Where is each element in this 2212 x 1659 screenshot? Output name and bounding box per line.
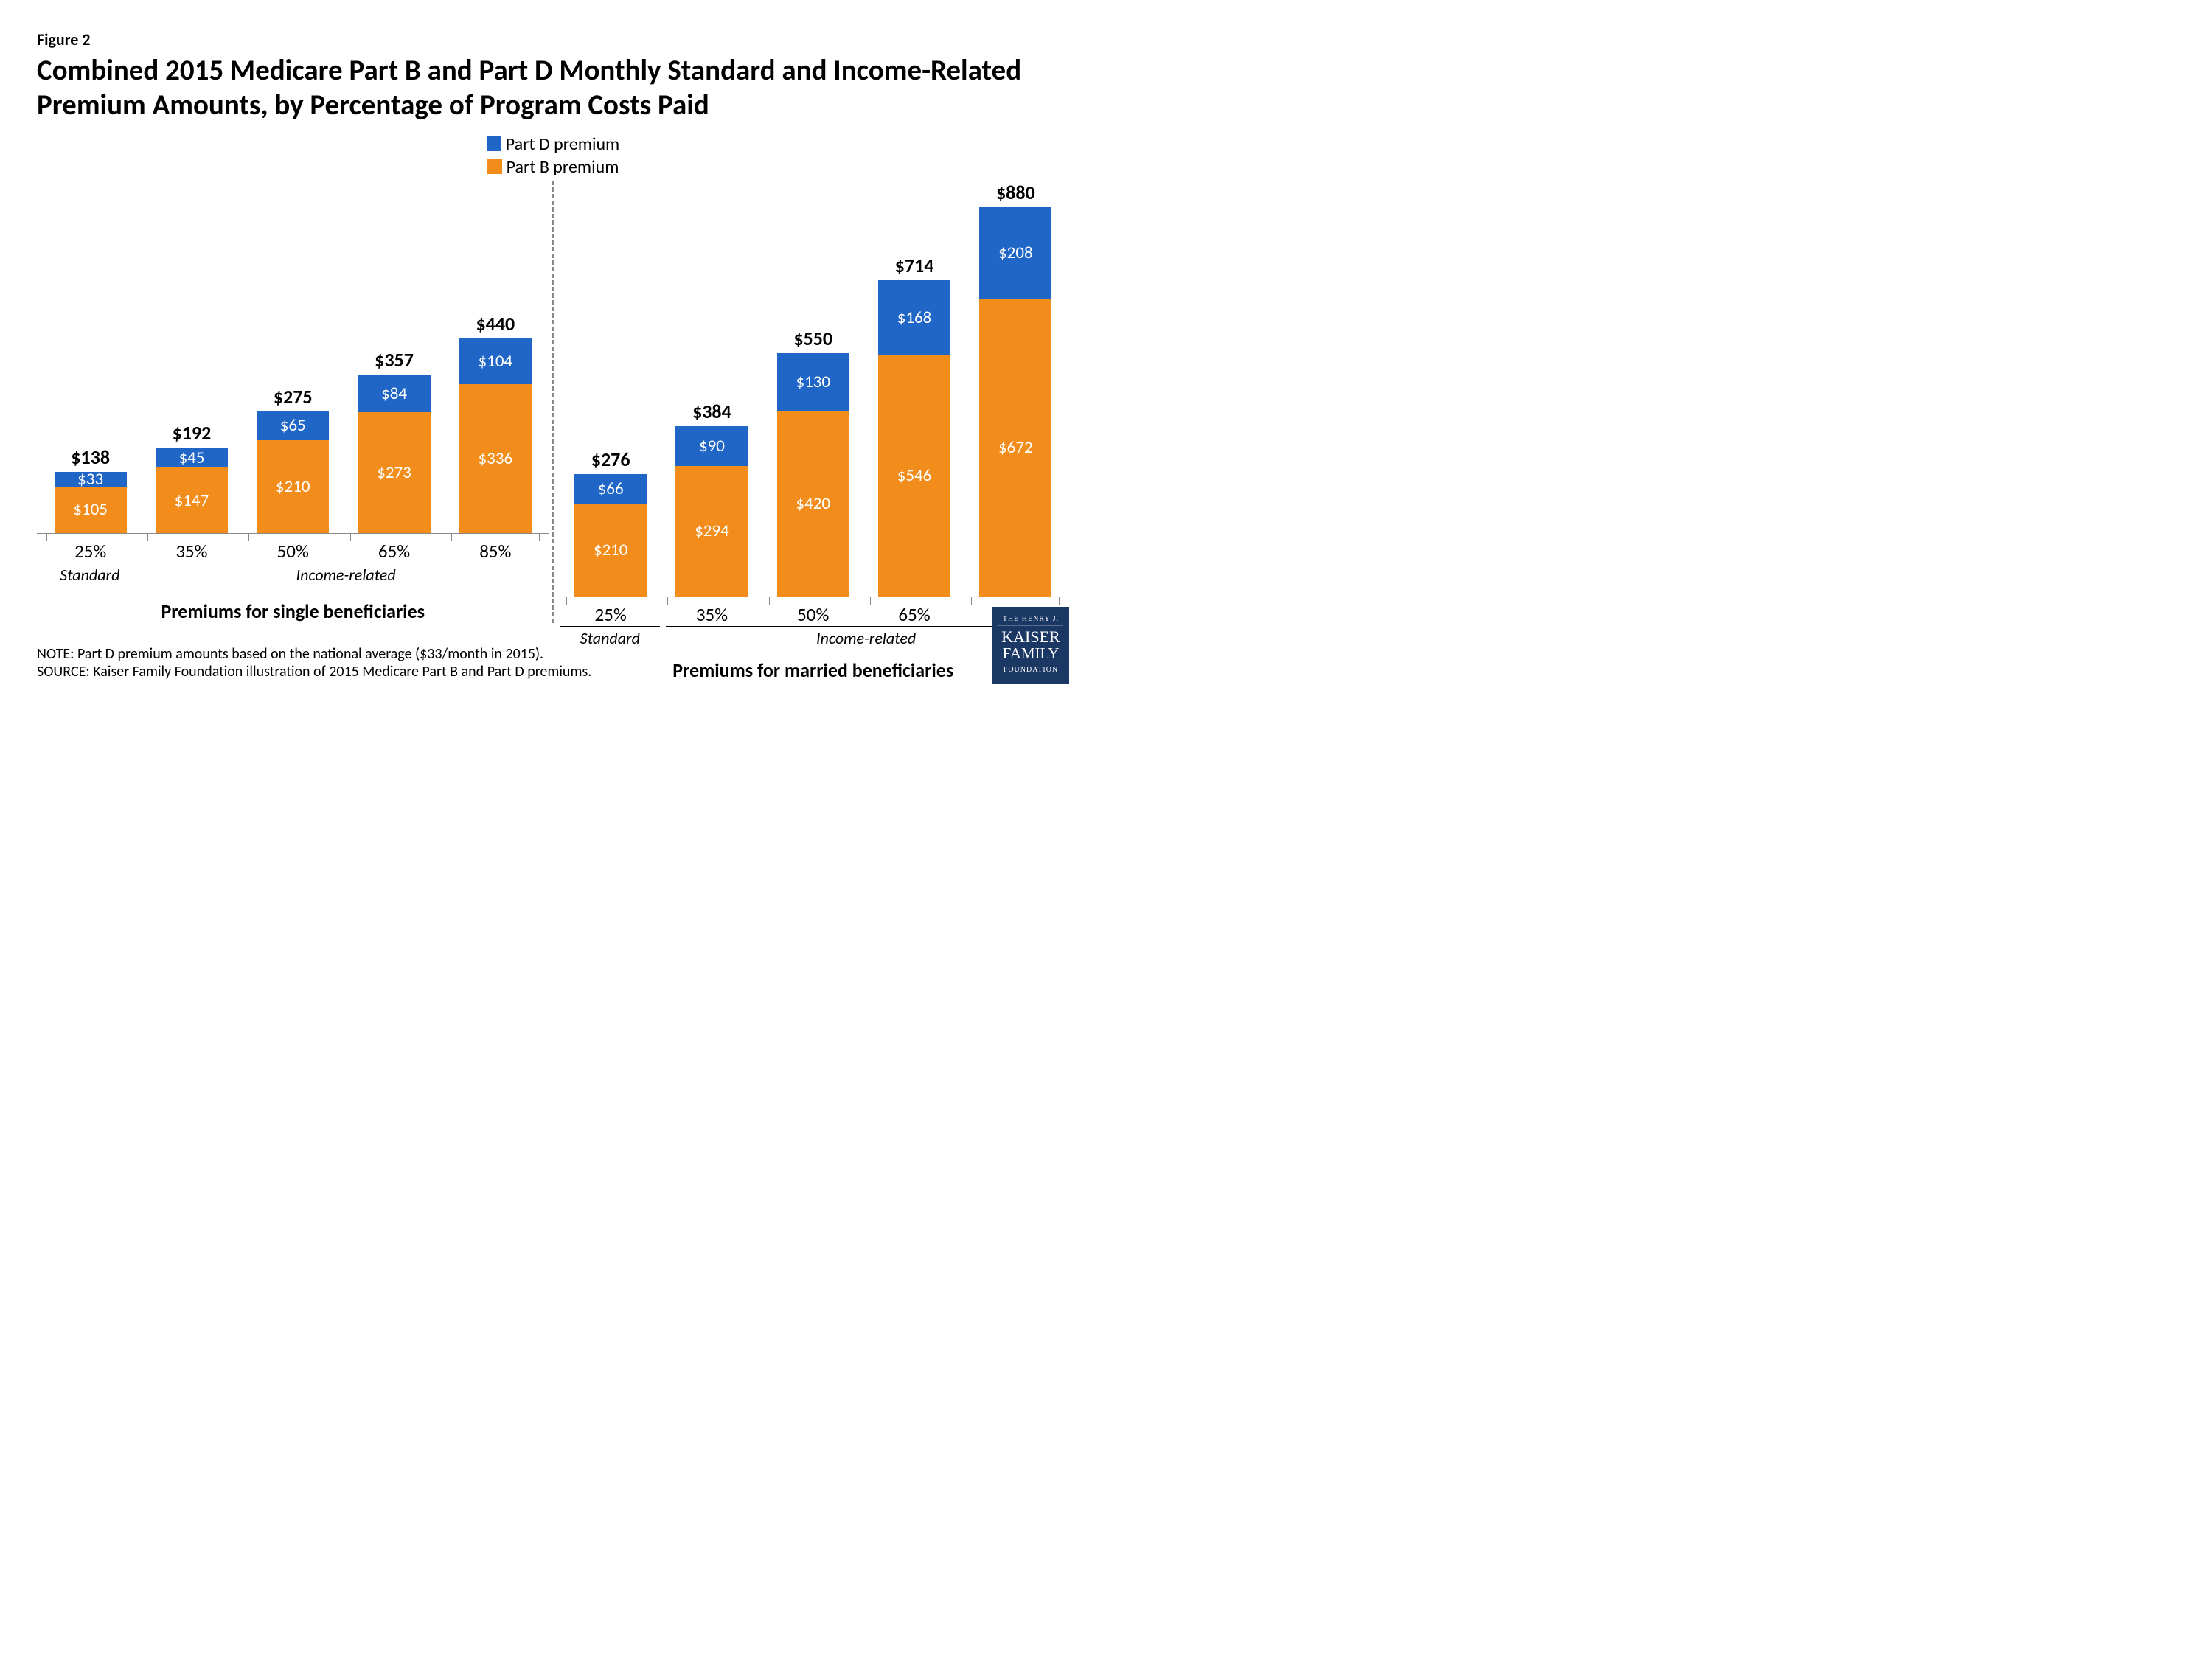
- segment-part-b: $273: [358, 412, 431, 533]
- bar-total-label: $550: [793, 327, 832, 350]
- panel-title: Premiums for single beneficiaries: [37, 589, 549, 623]
- bars-row: $276 $210$66 $384 $294$90 $550 $420$130 $714 $5…: [557, 181, 1070, 597]
- segment-part-d: $90: [675, 426, 748, 466]
- segment-part-d: $66: [574, 474, 647, 504]
- legend-item-part-d: Part D premium: [487, 133, 619, 155]
- segment-part-b: $546: [878, 355, 950, 597]
- bar-group: $880 $672$208: [971, 181, 1060, 597]
- legend-label-part-d: Part D premium: [506, 133, 619, 155]
- bar-group: $357 $273$84: [350, 348, 439, 532]
- bar-total-label: $714: [895, 254, 934, 277]
- segment-part-b: $294: [675, 466, 748, 596]
- bar-total-label: $384: [692, 400, 731, 423]
- bar-total-label: $880: [996, 181, 1035, 204]
- segment-part-d: $104: [459, 338, 532, 384]
- legend-swatch-part-b: [487, 159, 502, 174]
- bar-stack: $420$130: [777, 353, 849, 597]
- bar-stack: $210$66: [574, 474, 647, 597]
- bar-group: $138 $105$33: [46, 445, 135, 533]
- bar-group: $550 $420$130: [769, 327, 858, 597]
- axis-tick: 25%: [46, 534, 135, 563]
- bar-group: $714 $546$168: [870, 254, 959, 596]
- chart-title: Combined 2015 Medicare Part B and Part D…: [37, 54, 1069, 123]
- segment-part-d: $168: [878, 280, 950, 355]
- subcategory-row: StandardIncome-related: [37, 563, 549, 589]
- segment-part-d: $84: [358, 375, 431, 411]
- panel: $138 $105$33 $192 $147$45 $275 $210$65 $357 $27…: [37, 181, 549, 623]
- segment-part-b: $147: [156, 467, 228, 532]
- logo-line2: KAISER: [992, 628, 1069, 645]
- bar-stack: $672$208: [979, 207, 1051, 597]
- bar-total-label: $357: [375, 348, 414, 372]
- bar-stack: $105$33: [55, 472, 127, 533]
- segment-part-d: $33: [55, 472, 127, 487]
- bar-total-label: $275: [274, 385, 313, 408]
- bar-group: $440 $336$104: [451, 312, 540, 533]
- note-text: NOTE: Part D premium amounts based on th…: [37, 645, 1069, 663]
- panel-divider: [552, 181, 554, 623]
- axis-tick: 25%: [566, 597, 655, 626]
- bar-total-label: $276: [591, 448, 630, 471]
- source-text: SOURCE: Kaiser Family Foundation illustr…: [37, 663, 1069, 681]
- axis-tick: 50%: [248, 534, 337, 563]
- axis-tick: 50%: [769, 597, 858, 626]
- axis-tick: 65%: [350, 534, 439, 563]
- logo-line4: FOUNDATION: [998, 664, 1063, 675]
- figure-label: Figure 2: [37, 29, 1069, 49]
- bar-stack: $546$168: [878, 280, 950, 596]
- bar-stack: $294$90: [675, 426, 748, 596]
- segment-part-b: $420: [777, 411, 849, 597]
- bars-row: $138 $105$33 $192 $147$45 $275 $210$65 $357 $27…: [37, 181, 549, 534]
- bar-group: $276 $210$66: [566, 448, 655, 597]
- legend-item-part-b: Part B premium: [487, 156, 619, 178]
- bar-group: $192 $147$45: [147, 421, 236, 532]
- axis-tick: 35%: [147, 534, 236, 563]
- bar-group: $275 $210$65: [248, 385, 337, 533]
- segment-part-d: $65: [257, 411, 329, 440]
- legend-swatch-part-d: [487, 136, 501, 151]
- segment-part-b: $105: [55, 487, 127, 533]
- segment-part-b: $672: [979, 299, 1051, 596]
- bar-total-label: $440: [476, 312, 515, 335]
- logo-line3: FAMILY: [992, 645, 1069, 661]
- legend: Part D premium Part B premium: [37, 133, 1069, 178]
- bar-stack: $336$104: [459, 338, 532, 533]
- footer: NOTE: Part D premium amounts based on th…: [37, 645, 1069, 681]
- legend-label-part-b: Part B premium: [507, 156, 619, 178]
- bar-stack: $147$45: [156, 448, 228, 532]
- bar-stack: $273$84: [358, 375, 431, 532]
- segment-part-b: $210: [574, 504, 647, 597]
- segment-part-d: $45: [156, 448, 228, 467]
- chart: $138$105$33$192$147$45$275$210$65$357$27…: [37, 181, 1069, 623]
- bar-total-label: $192: [173, 421, 212, 445]
- segment-part-b: $210: [257, 440, 329, 533]
- bar-group: $384 $294$90: [667, 400, 756, 596]
- subcategory-label: Income-related: [146, 563, 546, 589]
- ticks-row: 25% 35% 50% 65% 85%: [37, 534, 549, 563]
- panel: $276 $210$66 $384 $294$90 $550 $420$130 $714 $5…: [557, 181, 1070, 623]
- segment-part-d: $208: [979, 207, 1051, 299]
- segment-part-b: $336: [459, 384, 532, 533]
- axis-tick: 35%: [667, 597, 756, 626]
- axis-tick: 85%: [451, 534, 540, 563]
- axis-tick: 65%: [870, 597, 959, 626]
- bar-total-label: $138: [71, 445, 110, 469]
- kff-logo: THE HENRY J. KAISER FAMILY FOUNDATION: [992, 607, 1069, 684]
- subcategory-label: Standard: [40, 563, 140, 589]
- logo-line1: THE HENRY J.: [998, 616, 1063, 627]
- bar-stack: $210$65: [257, 411, 329, 533]
- segment-part-d: $130: [777, 353, 849, 411]
